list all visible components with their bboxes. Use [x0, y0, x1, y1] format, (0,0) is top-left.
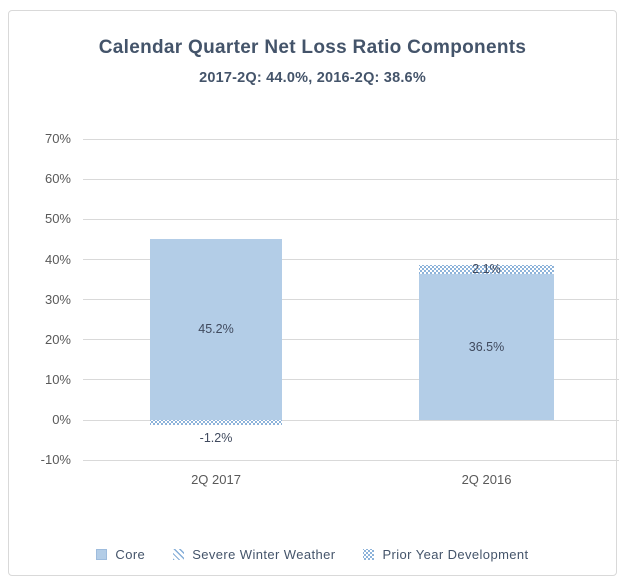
y-axis-label: 60% [44, 171, 71, 187]
gridline [83, 379, 619, 381]
data-label: 2.1% [472, 262, 501, 277]
legend-item-prior-year-development: Prior Year Development [363, 547, 528, 562]
gridline [83, 138, 619, 140]
gridline [83, 459, 619, 461]
gridline [83, 339, 619, 341]
legend-item-severe-winter-weather: Severe Winter Weather [173, 547, 335, 562]
chart-subtitle: 2017-2Q: 44.0%, 2016-2Q: 38.6% [199, 70, 426, 86]
y-axis-label: -10% [40, 452, 71, 468]
data-label: 36.5% [468, 339, 505, 354]
bar-segment-dotted [419, 265, 554, 274]
y-axis-label: 40% [44, 251, 71, 267]
bar-segment-solid [419, 273, 554, 420]
y-axis-label: 70% [44, 131, 71, 147]
y-axis-label: 0% [52, 412, 71, 427]
gridline [83, 218, 619, 220]
x-axis-label: 2Q 2017 [191, 472, 241, 487]
plot-area: 70% 60% 50% 40% 30% 20% 10% 0% -10% 45.2% -1.2% 2Q … [9, 11, 619, 575]
solid-swatch-icon [96, 549, 108, 560]
y-axis-label: 30% [44, 291, 71, 307]
chart-frame: Calendar Quarter Net Loss Ratio Componen… [8, 10, 619, 576]
legend-label-core: Core [115, 547, 146, 562]
x-axis-label: 2Q 2016 [461, 472, 512, 487]
legend-label-severe-winter-weather: Severe Winter Weather [192, 547, 336, 562]
bar-segment-dotted [150, 420, 282, 425]
diagonal-hatch-swatch-icon [173, 549, 185, 560]
legend: Core Severe Winter Weather Prior Year De… [9, 547, 616, 562]
data-label: 45.2% [198, 322, 234, 337]
gridline [83, 259, 619, 260]
gridline [83, 419, 619, 421]
gridline [83, 299, 619, 301]
gridline [83, 178, 619, 180]
y-axis-label: 50% [44, 211, 71, 227]
bar-segment-solid [150, 238, 282, 420]
y-axis-label: 10% [44, 371, 71, 387]
legend-item-core: Core [96, 547, 145, 562]
data-label: -1.2% [199, 430, 233, 445]
y-axis-label: 20% [44, 331, 71, 347]
legend-label-prior-year-development: Prior Year Development [382, 547, 529, 562]
chart-title: Calendar Quarter Net Loss Ratio Componen… [98, 37, 527, 58]
dotted-swatch-icon [363, 549, 375, 560]
